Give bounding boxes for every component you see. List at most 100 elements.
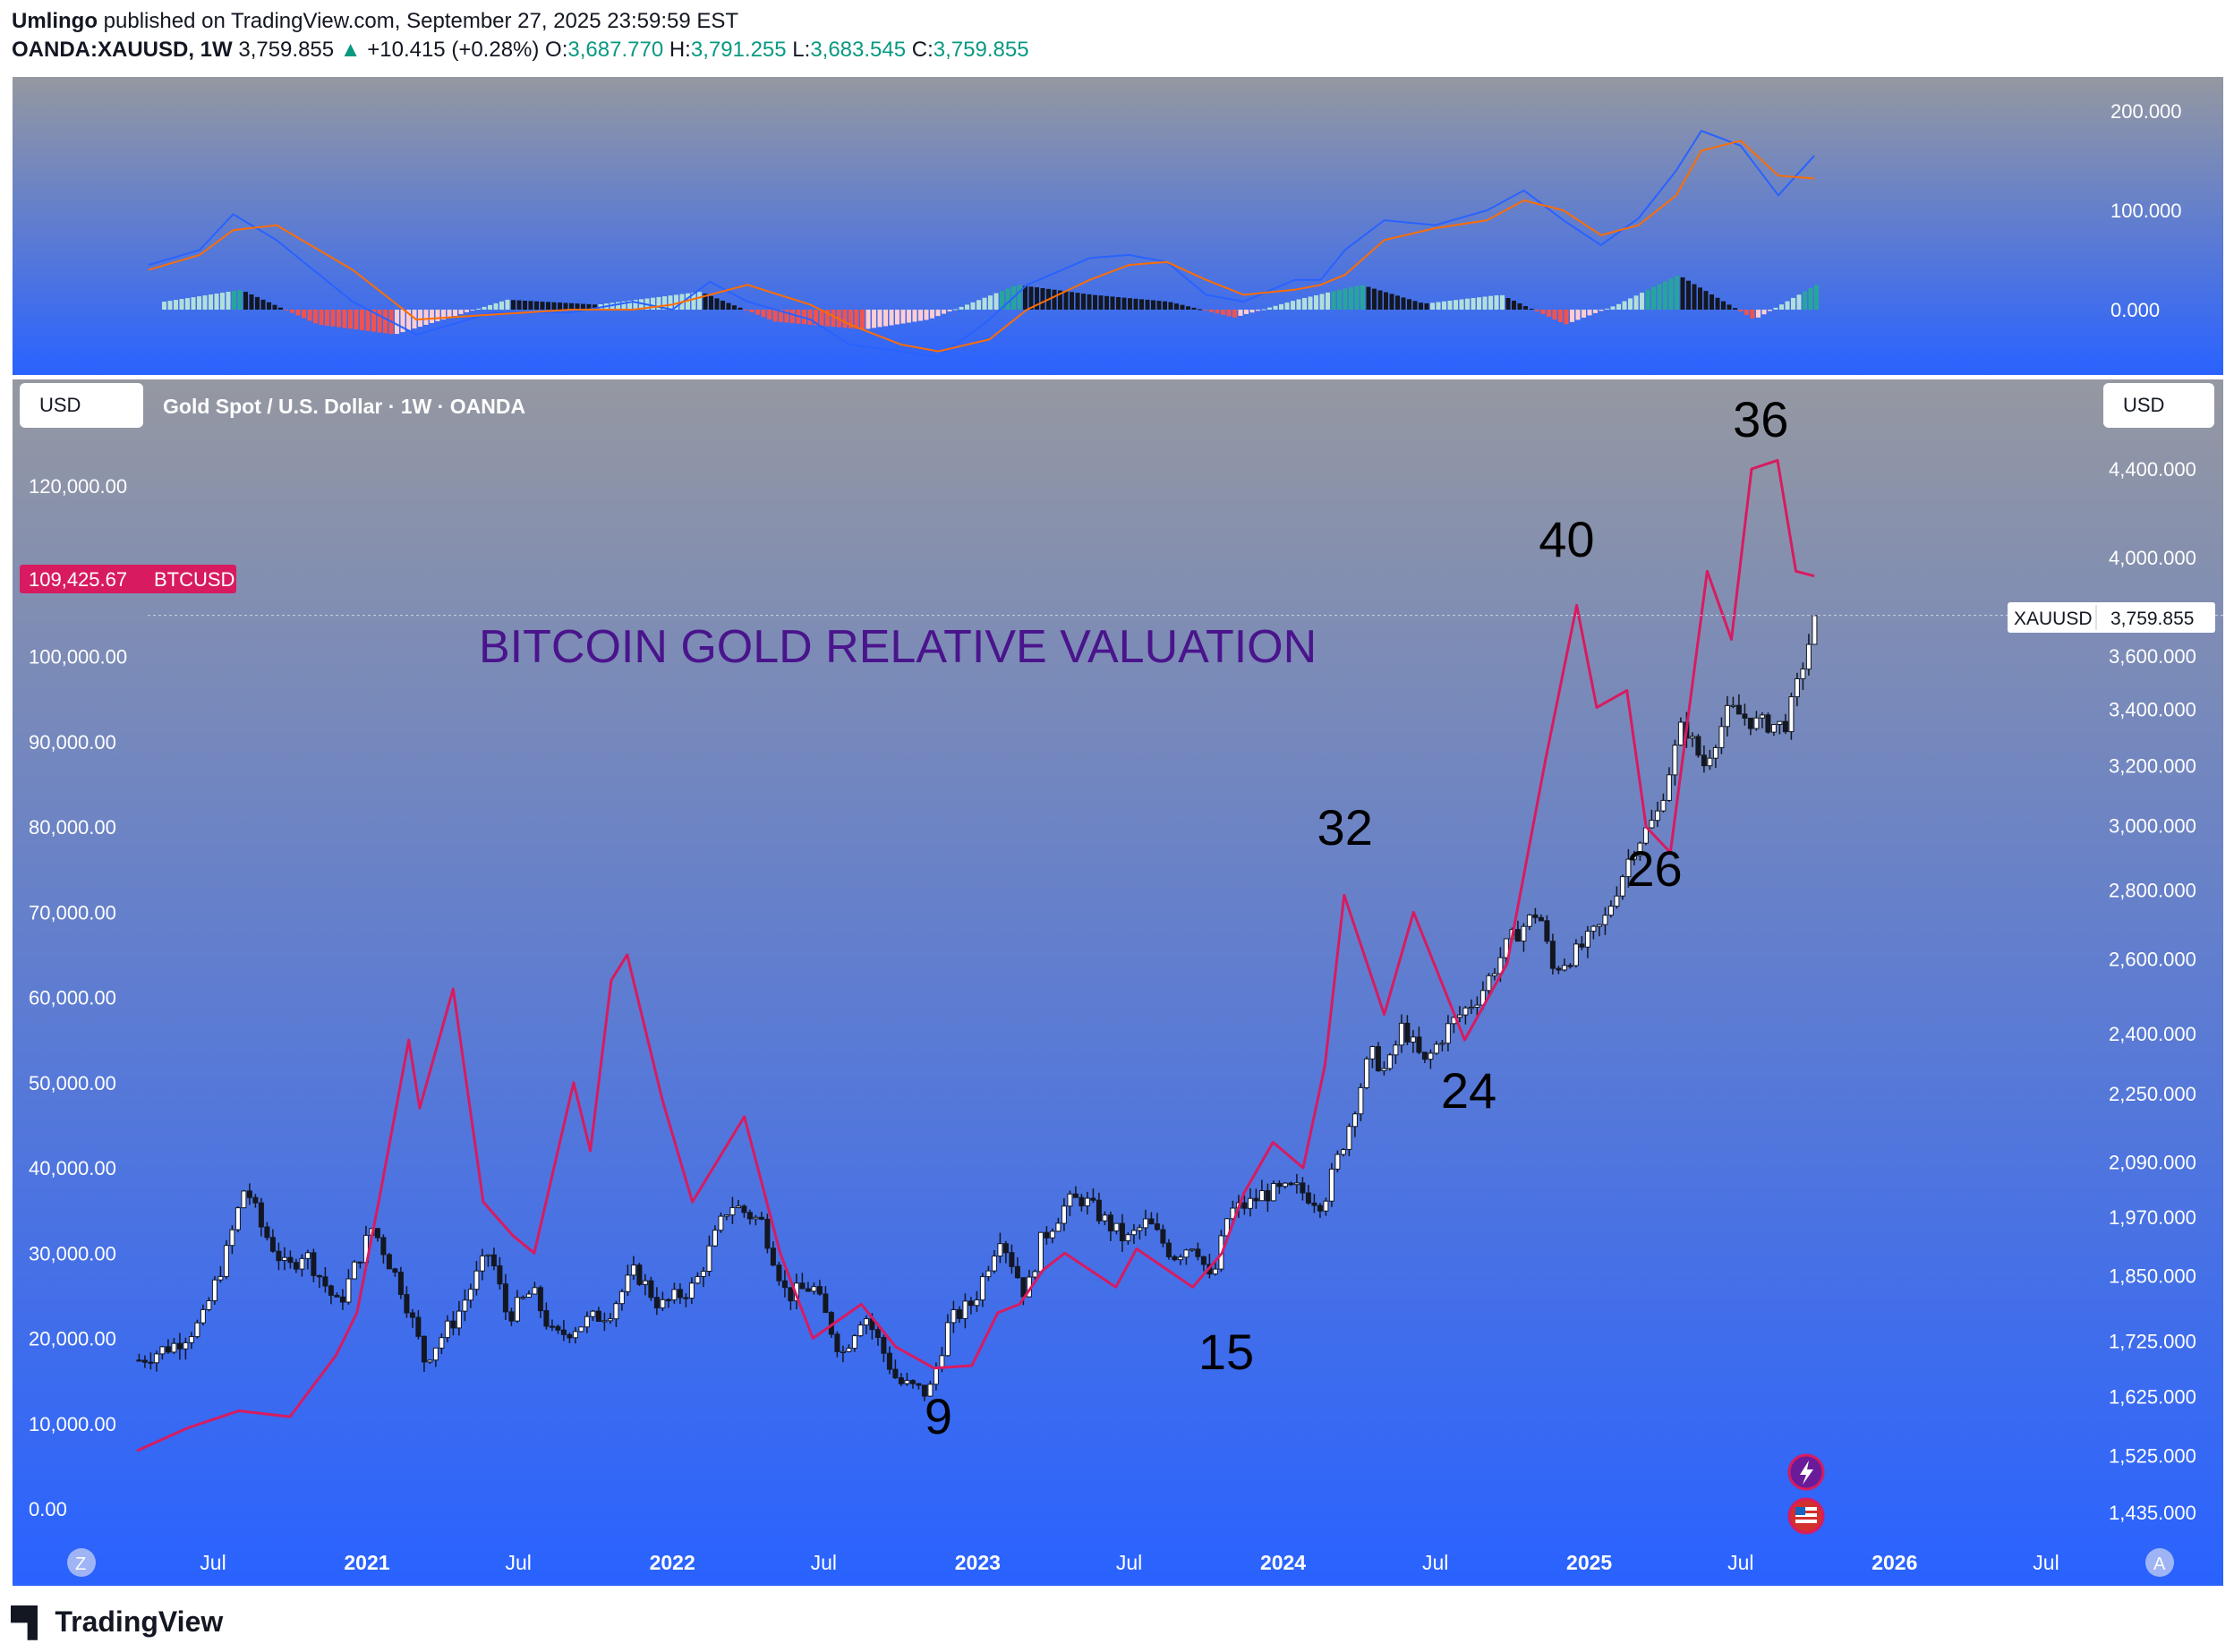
- histogram-bar: [237, 290, 243, 310]
- candle-body: [473, 1270, 480, 1290]
- right-price-axis[interactable]: 4,400.000 4,000.000 3,600.000 3,400.000 3,20…: [2109, 458, 2196, 1524]
- candle-body: [1526, 914, 1532, 927]
- histogram-bar: [1337, 289, 1342, 310]
- btc-price-line: [136, 458, 1815, 1452]
- candle-body: [339, 1296, 345, 1303]
- candle-body: [1421, 1052, 1428, 1060]
- author-name[interactable]: Umlingo: [12, 9, 98, 33]
- histogram-bar: [988, 295, 993, 310]
- histogram-bar: [1756, 310, 1761, 318]
- us-flag-event-icon[interactable]: [1787, 1497, 1825, 1535]
- candle-body: [1398, 1022, 1404, 1046]
- histogram-bar: [435, 310, 440, 321]
- left-price-axis[interactable]: 120,000.00 100,000.00 90,000.00 80,000.00 70…: [29, 475, 127, 1520]
- candle-body: [194, 1322, 200, 1338]
- macd-signal-line: [148, 140, 1815, 353]
- brand-name: TradingView: [55, 1605, 224, 1638]
- btc-tick-label: 50,000.00: [29, 1072, 116, 1094]
- histogram-bar: [621, 301, 627, 310]
- histogram-bar: [744, 310, 748, 311]
- footer-brand[interactable]: ▀▌ TradingView: [11, 1605, 223, 1639]
- histogram-bar: [709, 295, 713, 310]
- histogram-bar: [807, 310, 813, 325]
- candle-body: [560, 1329, 567, 1335]
- candle-body: [1584, 931, 1590, 948]
- publish-line: Umlingo published on TradingView.com, Se…: [12, 9, 738, 34]
- candle-body: [1637, 842, 1643, 856]
- candle-body: [1044, 1231, 1050, 1239]
- candle-body: [217, 1275, 224, 1281]
- lightning-event-icon[interactable]: [1787, 1453, 1825, 1491]
- candle-body: [723, 1214, 729, 1217]
- macd-histogram: [162, 276, 1819, 335]
- candle-body: [695, 1276, 701, 1284]
- histogram-bar: [1291, 301, 1295, 310]
- candle-body: [206, 1300, 212, 1310]
- candle-body: [1724, 704, 1730, 728]
- histogram-bar: [1058, 290, 1062, 310]
- histogram-bar: [865, 310, 871, 329]
- histogram-bar: [214, 294, 219, 310]
- candle-body: [537, 1287, 543, 1312]
- histogram-bar: [1121, 297, 1127, 310]
- candle-body: [595, 1310, 601, 1322]
- candle-body: [683, 1297, 689, 1299]
- candle-body: [136, 1359, 142, 1362]
- histogram-bar: [441, 310, 446, 319]
- candle-body: [1241, 1202, 1248, 1209]
- symbol-label[interactable]: OANDA:XAUUSD, 1W: [12, 38, 233, 62]
- price-pane[interactable]: [13, 379, 2223, 1586]
- histogram-bar: [1407, 299, 1411, 310]
- candle-body: [258, 1202, 264, 1228]
- candle-body: [252, 1196, 259, 1204]
- candle-body: [944, 1322, 951, 1357]
- candle-body: [1410, 1036, 1416, 1043]
- candle-body: [1602, 915, 1608, 925]
- candle-body: [153, 1353, 159, 1364]
- time-tick-label: 2022: [650, 1551, 695, 1574]
- histogram-bar: [511, 300, 516, 310]
- left-currency-button[interactable]: USD: [20, 383, 143, 428]
- histogram-bar: [965, 304, 969, 310]
- candle-body: [1753, 717, 1760, 729]
- histogram-bar: [738, 307, 743, 310]
- a-circle-icon[interactable]: A: [2145, 1548, 2174, 1577]
- candle-body: [665, 1299, 671, 1302]
- candle-body: [1735, 704, 1742, 715]
- macd-pane[interactable]: [13, 77, 2223, 375]
- candle-body: [409, 1312, 415, 1318]
- btc-tag-label: BTCUSD: [154, 568, 234, 591]
- btc-line-group: [136, 458, 1815, 1452]
- candle-body: [718, 1215, 724, 1231]
- macd-lines: [148, 129, 1815, 359]
- candle-body: [432, 1347, 439, 1361]
- histogram-bar: [1587, 310, 1592, 316]
- histogram-bar: [1343, 288, 1348, 310]
- histogram-bar: [1419, 302, 1423, 310]
- histogram-bar: [1139, 299, 1144, 310]
- chart-legend[interactable]: Gold Spot / U.S. Dollar · 1W · OANDA: [163, 395, 525, 418]
- candle-body: [1666, 774, 1672, 801]
- z-circle-icon[interactable]: Z: [67, 1548, 96, 1577]
- histogram-bar: [1517, 303, 1522, 310]
- candle-body: [1462, 1007, 1469, 1016]
- right-currency-button[interactable]: USD: [2103, 383, 2214, 428]
- histogram-bar: [551, 302, 557, 310]
- histogram-bar: [1744, 310, 1749, 315]
- candle-body: [653, 1297, 660, 1308]
- time-axis[interactable]: Jul 2021 Jul 2022 Jul 2023 Jul 2024 Jul 2025 Jul 20…: [200, 1551, 2059, 1574]
- annotation-title[interactable]: BITCOIN GOLD RELATIVE VALUATION: [479, 621, 1317, 673]
- candle-body: [1020, 1277, 1027, 1298]
- histogram-bar: [947, 310, 952, 311]
- ratio-label: 9: [925, 1388, 952, 1444]
- candle-body: [1614, 895, 1620, 907]
- candle-body: [1258, 1190, 1265, 1202]
- histogram-bar: [1628, 298, 1633, 310]
- histogram-bar: [348, 310, 353, 329]
- histogram-bar: [976, 300, 981, 310]
- candle-body: [1567, 965, 1573, 967]
- histogram-bar: [877, 310, 883, 328]
- histogram-bar: [616, 302, 620, 310]
- price-tick-label: 3,600.000: [2109, 645, 2196, 668]
